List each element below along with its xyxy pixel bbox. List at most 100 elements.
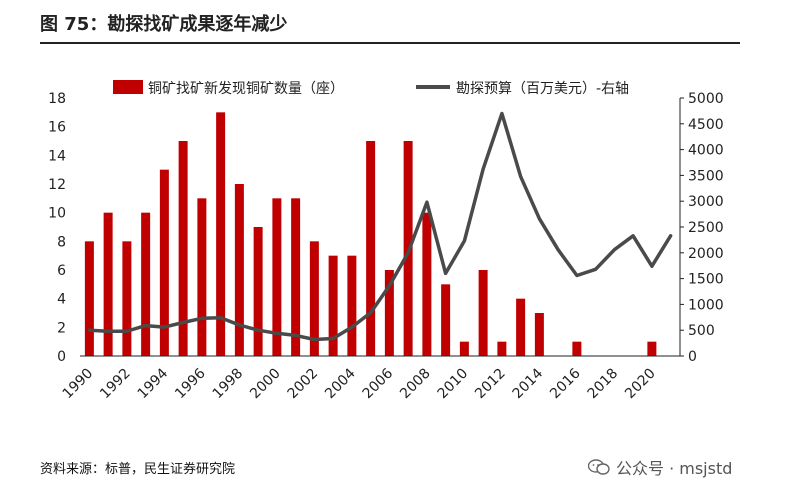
y-right-tick: 500 <box>680 323 715 339</box>
bar-1995 <box>178 141 188 356</box>
bar-1997 <box>216 112 226 356</box>
x-tick: 1990 <box>60 366 97 403</box>
x-tick-label: 2004 <box>322 365 359 402</box>
y-right-tick: 2500 <box>680 220 724 236</box>
bar-2010 <box>459 341 469 356</box>
y-right-tick-label: 4500 <box>688 117 724 133</box>
bar-2003 <box>328 255 338 356</box>
y-right-tick: 4500 <box>680 117 724 133</box>
line-series <box>87 111 673 342</box>
y-right-tick: 3000 <box>680 194 724 210</box>
bar-2000 <box>272 198 282 356</box>
x-tick: 2002 <box>285 366 322 403</box>
x-tick: 2008 <box>397 366 434 403</box>
legend-swatch-bar <box>113 80 143 94</box>
bar-2004 <box>347 255 357 356</box>
x-tick-label: 2008 <box>397 366 434 403</box>
title-rule <box>40 42 740 44</box>
x-tick: 2014 <box>510 365 547 402</box>
y-left-tick: 6 <box>57 263 66 279</box>
bar-2020 <box>647 341 657 356</box>
bar-1990 <box>84 241 94 356</box>
bar-2011 <box>478 270 488 356</box>
x-tick-label: 2014 <box>510 365 547 402</box>
y-left-tick-label: 2 <box>57 320 66 336</box>
bar-2013 <box>516 298 526 356</box>
source-note: 资料来源：标普，民生证券研究院 <box>40 462 236 477</box>
x-tick-label: 2006 <box>360 365 397 402</box>
y-right-tick: 1000 <box>680 297 724 313</box>
y-left-tick-label: 10 <box>48 206 66 222</box>
bar-series <box>84 112 657 356</box>
y-left-tick: 0 <box>57 349 66 365</box>
x-tick-label: 2000 <box>247 366 284 403</box>
x-tick-label: 2018 <box>585 366 622 403</box>
y-right-tick-label: 3000 <box>688 194 724 210</box>
y-left-tick-label: 6 <box>57 263 66 279</box>
watermark-text: 公众号 · msjstd <box>616 459 733 478</box>
x-tick: 1992 <box>97 366 134 403</box>
x-tick-label: 1990 <box>60 366 97 403</box>
figure-title: 图 75：勘探找矿成果逐年减少 <box>40 14 288 35</box>
x-tick-label: 2016 <box>547 365 584 402</box>
x-tick: 1994 <box>135 365 172 402</box>
y-right-tick-label: 0 <box>688 349 697 365</box>
bar-2009 <box>441 284 451 356</box>
y-right-tick-label: 1000 <box>688 297 724 313</box>
bar-1999 <box>253 227 263 356</box>
y-left-tick: 4 <box>57 292 66 308</box>
bar-2016 <box>572 341 582 356</box>
y-right-tick-label: 2000 <box>688 246 724 262</box>
y-left-tick: 14 <box>48 148 66 164</box>
x-tick: 1996 <box>172 365 209 402</box>
bar-2001 <box>291 198 301 356</box>
y-right-tick: 5000 <box>680 91 724 107</box>
y-left-tick-label: 12 <box>48 177 66 193</box>
bar-2005 <box>366 141 376 356</box>
x-tick: 2000 <box>247 366 284 403</box>
bar-1998 <box>234 184 244 356</box>
y-left-tick-label: 18 <box>48 91 66 107</box>
bar-2006 <box>384 270 394 356</box>
y-right-tick: 1500 <box>680 272 724 288</box>
bar-1992 <box>122 241 132 356</box>
y-right-tick-label: 2500 <box>688 220 724 236</box>
bar-2008 <box>422 212 432 356</box>
y-right-tick-label: 500 <box>688 323 715 339</box>
watermark: 公众号 · msjstd <box>588 455 732 479</box>
y-left-tick-label: 14 <box>48 148 66 164</box>
bar-1996 <box>197 198 207 356</box>
y-left-tick: 12 <box>48 177 66 193</box>
legend-label-bar: 铜矿找矿新发现铜矿数量（座） <box>148 81 344 97</box>
x-tick: 2020 <box>622 366 659 403</box>
x-tick: 1998 <box>210 366 247 403</box>
y-right-tick-label: 3500 <box>688 168 724 184</box>
y-left-tick: 2 <box>57 320 66 336</box>
x-tick: 2010 <box>435 366 472 403</box>
bar-2002 <box>309 241 319 356</box>
bar-1994 <box>159 169 169 356</box>
bar-1993 <box>141 212 151 356</box>
y-left-tick-label: 16 <box>48 120 66 136</box>
x-tick-label: 1996 <box>172 365 209 402</box>
x-tick-label: 2010 <box>435 366 472 403</box>
y-right-tick-label: 4000 <box>688 143 724 159</box>
y-left-tick-label: 8 <box>57 234 66 250</box>
x-tick-label: 1994 <box>135 365 172 402</box>
wechat-icon <box>588 459 610 475</box>
budget-line <box>87 111 673 342</box>
y-left-tick: 18 <box>48 91 66 107</box>
x-tick-label: 2012 <box>472 366 509 403</box>
x-tick-label: 1998 <box>210 366 247 403</box>
legend-label-line: 勘探预算（百万美元）-右轴 <box>456 81 629 97</box>
y-left-tick-label: 0 <box>57 349 66 365</box>
y-left-tick-label: 4 <box>57 292 66 308</box>
x-tick: 2016 <box>547 365 584 402</box>
bar-2012 <box>497 341 507 356</box>
x-tick-label: 1992 <box>97 366 134 403</box>
y-right-tick: 0 <box>680 349 697 365</box>
y-left-tick: 16 <box>48 120 66 136</box>
bar-1991 <box>103 212 113 356</box>
y-left-tick: 8 <box>57 234 66 250</box>
